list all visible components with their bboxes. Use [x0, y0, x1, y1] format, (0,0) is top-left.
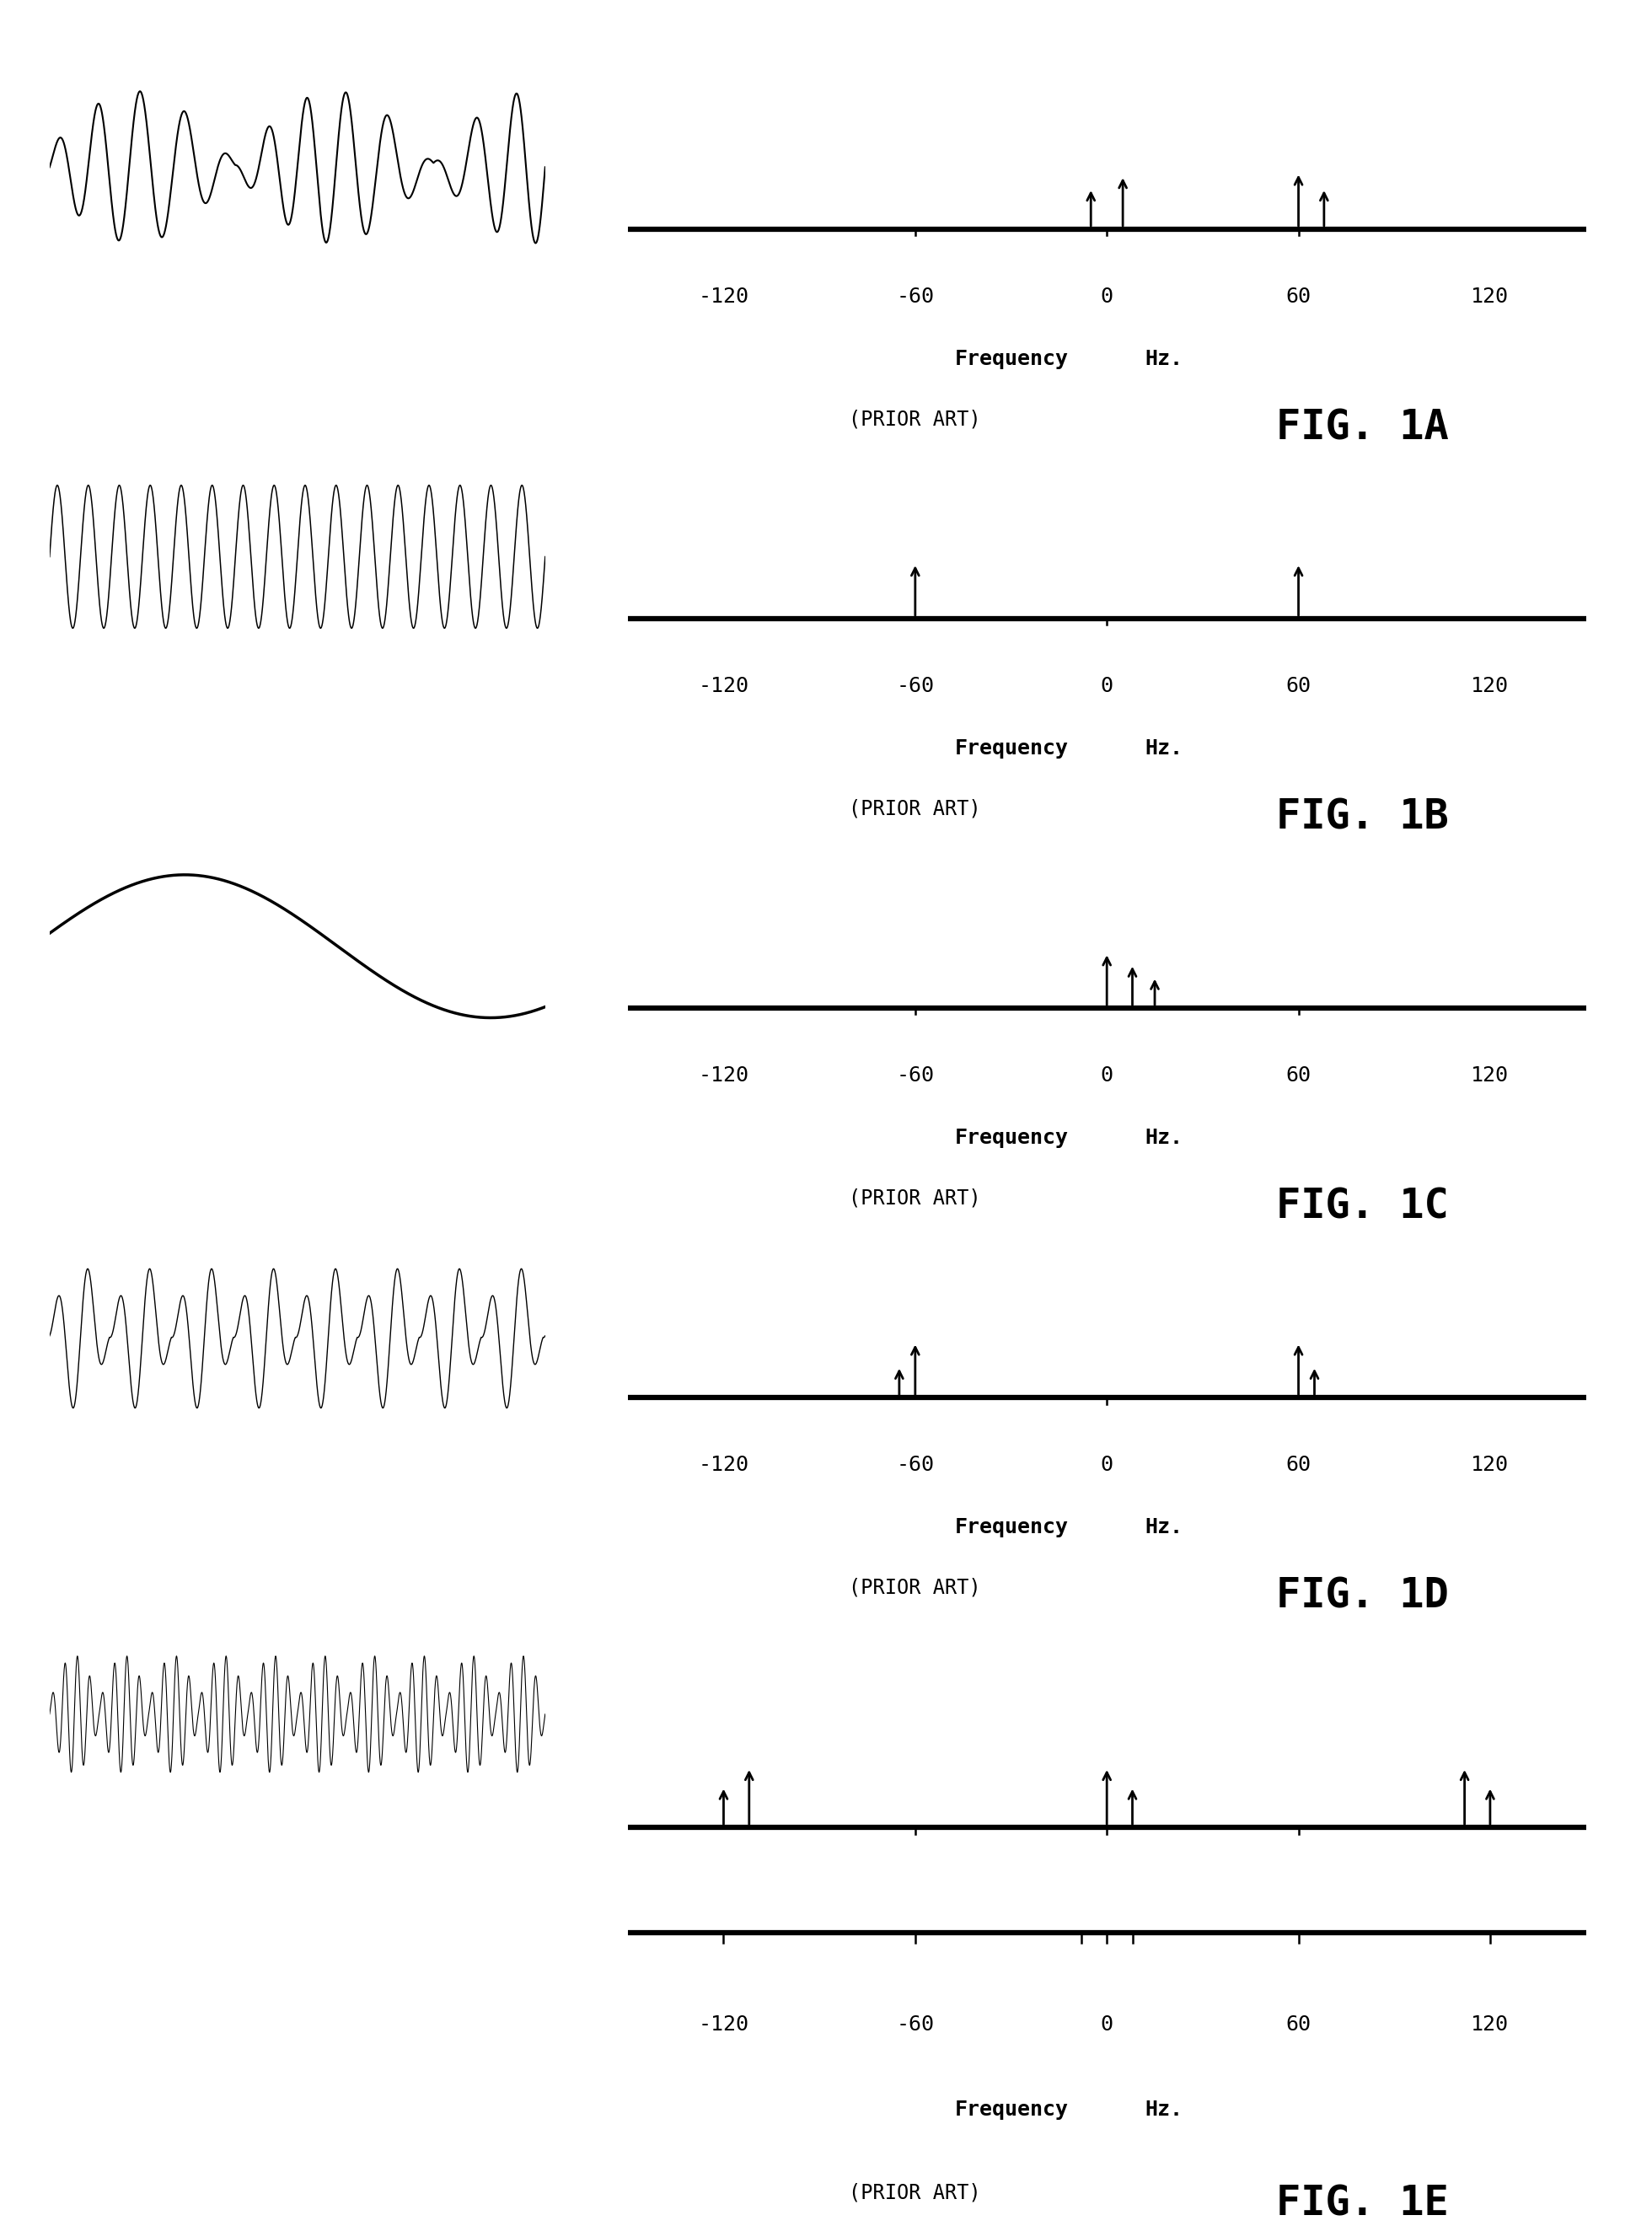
Text: 120: 120: [1472, 2015, 1508, 2035]
Text: -120: -120: [699, 1456, 748, 1476]
Text: -60: -60: [897, 2015, 933, 2035]
Text: Frequency: Frequency: [955, 1129, 1069, 1149]
Text: (PRIOR ART): (PRIOR ART): [849, 2181, 981, 2204]
Text: 0: 0: [1100, 2015, 1113, 2035]
Text: 0: 0: [1100, 1066, 1113, 1086]
Text: -120: -120: [699, 2015, 748, 2035]
Text: FIG. 1E: FIG. 1E: [1275, 2184, 1449, 2224]
Text: 60: 60: [1285, 677, 1312, 697]
Text: 120: 120: [1472, 1456, 1508, 1476]
Text: Hz.: Hz.: [1145, 1129, 1183, 1149]
Text: -60: -60: [897, 287, 933, 307]
Text: FIG. 1C: FIG. 1C: [1275, 1186, 1449, 1227]
Text: Frequency: Frequency: [955, 2099, 1069, 2119]
Text: -60: -60: [897, 677, 933, 697]
Text: (PRIOR ART): (PRIOR ART): [849, 410, 981, 430]
Text: 60: 60: [1285, 1066, 1312, 1086]
Text: Frequency: Frequency: [955, 1518, 1069, 1538]
Text: -120: -120: [699, 287, 748, 307]
Text: FIG. 1A: FIG. 1A: [1275, 407, 1449, 447]
Text: 0: 0: [1100, 287, 1113, 307]
Text: Hz.: Hz.: [1145, 349, 1183, 370]
Text: FIG. 1D: FIG. 1D: [1275, 1576, 1449, 1616]
Text: Hz.: Hz.: [1145, 739, 1183, 759]
Text: Hz.: Hz.: [1145, 1518, 1183, 1538]
Text: 60: 60: [1285, 2015, 1312, 2035]
Text: Hz.: Hz.: [1145, 2099, 1183, 2119]
Text: FIG. 1B: FIG. 1B: [1275, 797, 1449, 837]
Text: 120: 120: [1472, 1066, 1508, 1086]
Text: 0: 0: [1100, 1456, 1113, 1476]
Text: 120: 120: [1472, 677, 1508, 697]
Text: 60: 60: [1285, 287, 1312, 307]
Text: -120: -120: [699, 1066, 748, 1086]
Text: (PRIOR ART): (PRIOR ART): [849, 799, 981, 819]
Text: Frequency: Frequency: [955, 739, 1069, 759]
Text: (PRIOR ART): (PRIOR ART): [849, 1578, 981, 1598]
Text: -60: -60: [897, 1456, 933, 1476]
Text: -60: -60: [897, 1066, 933, 1086]
Text: 60: 60: [1285, 1456, 1312, 1476]
Text: Frequency: Frequency: [955, 349, 1069, 370]
Text: -120: -120: [699, 677, 748, 697]
Text: (PRIOR ART): (PRIOR ART): [849, 1189, 981, 1209]
Text: 0: 0: [1100, 677, 1113, 697]
Text: 120: 120: [1472, 287, 1508, 307]
